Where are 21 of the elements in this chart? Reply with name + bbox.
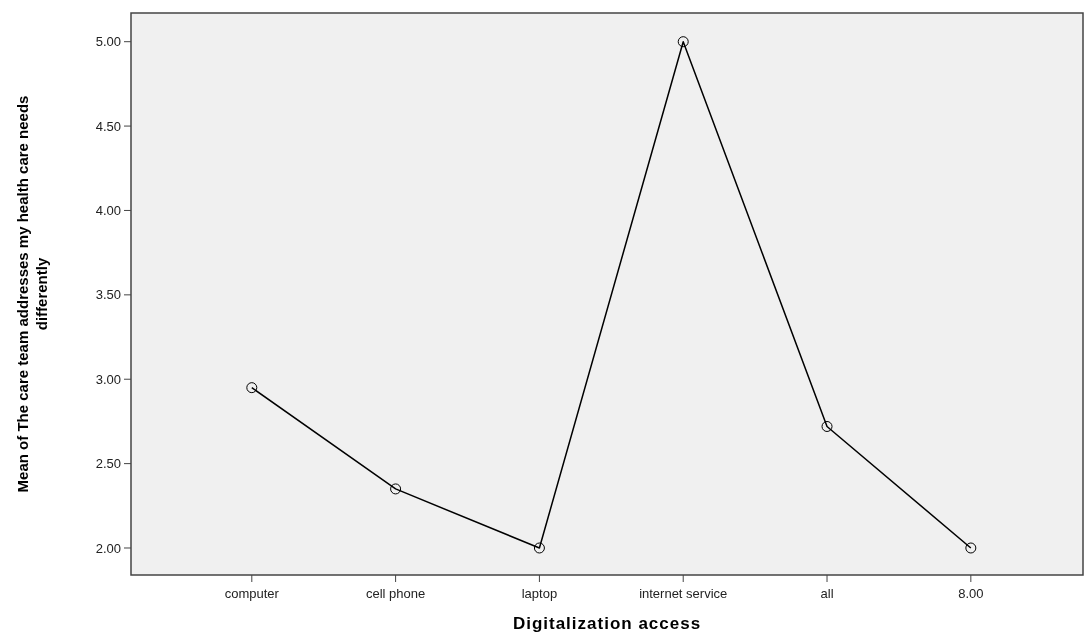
x-tick-label: internet service xyxy=(639,586,728,601)
point xyxy=(965,542,977,554)
x-axis-title: Digitalization access xyxy=(512,614,702,633)
x-tick-label: 8.00 xyxy=(958,586,984,601)
y-tick-label: 5.00 xyxy=(95,34,121,50)
x-tick-label: laptop xyxy=(521,586,558,601)
point xyxy=(677,36,689,48)
x-tick-label: computer xyxy=(224,586,280,601)
y-tick-label: 3.50 xyxy=(95,287,121,303)
y-tick-label: 4.50 xyxy=(95,118,121,134)
y-axis-title: Mean of The care team addresses my health care needs differently xyxy=(14,95,50,493)
x-tick-label: all xyxy=(820,586,834,601)
y-tick-label: 2.00 xyxy=(95,540,121,556)
point xyxy=(390,483,402,495)
y-tick-label: 4.00 xyxy=(95,203,121,219)
x-tick-label: cell phone xyxy=(365,586,426,601)
point xyxy=(533,542,545,554)
point xyxy=(821,420,833,432)
point xyxy=(246,382,258,394)
y-tick-label: 3.00 xyxy=(95,371,121,387)
y-tick-label: 2.50 xyxy=(95,456,121,472)
